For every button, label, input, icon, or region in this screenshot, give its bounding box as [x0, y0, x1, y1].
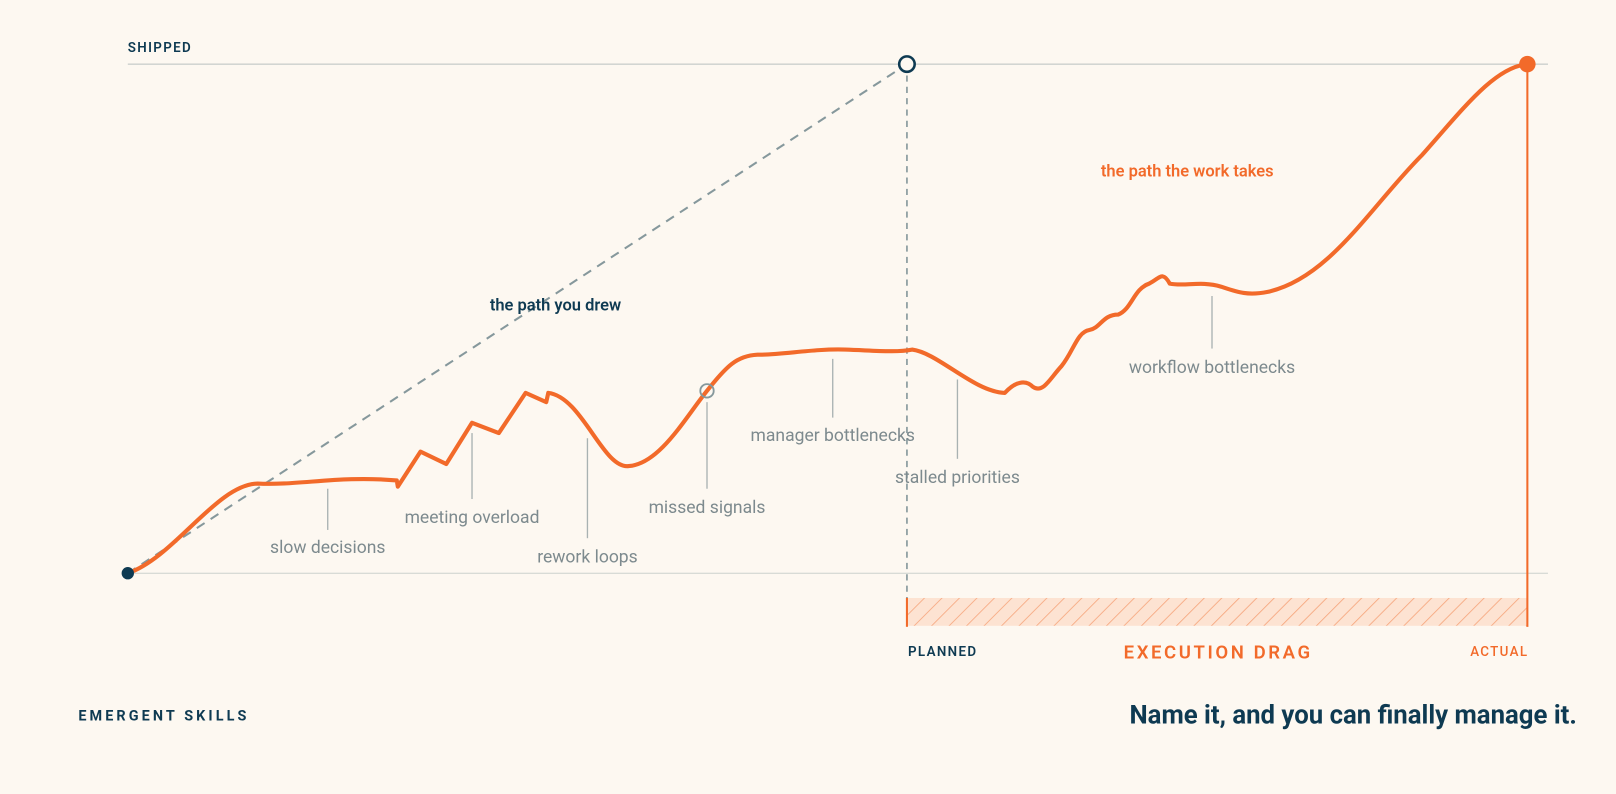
actual-path-label: the path the work takes: [1101, 163, 1274, 182]
brand: EMERGENT SKILLS: [78, 707, 249, 724]
planned-point: [897, 55, 916, 74]
actual-point: [1519, 55, 1536, 73]
annotation: slow decisions: [270, 538, 385, 558]
planned-label: PLANNED: [908, 645, 977, 660]
planned-path: [127, 63, 908, 575]
drag-band: [906, 597, 1528, 626]
annotation: manager bottlenecks: [751, 426, 915, 446]
annotation: stalled priorities: [895, 468, 1020, 488]
annotation: missed signals: [649, 498, 766, 518]
leaders: [327, 296, 1213, 539]
tagline: Name it, and you can finally manage it.: [1130, 700, 1577, 730]
annotation: meeting overload: [405, 508, 540, 528]
gap-title: EXECUTION DRAG: [1124, 642, 1313, 664]
annotation: rework loops: [537, 547, 637, 567]
top-label: SHIPPED: [128, 41, 192, 56]
actual-label: ACTUAL: [1470, 645, 1528, 660]
annotation: workflow bottlenecks: [1129, 358, 1295, 378]
actual-path: [125, 62, 1530, 576]
planned-path-label: the path you drew: [490, 297, 621, 316]
signal-point: [699, 383, 715, 399]
start-dot: [121, 567, 134, 580]
